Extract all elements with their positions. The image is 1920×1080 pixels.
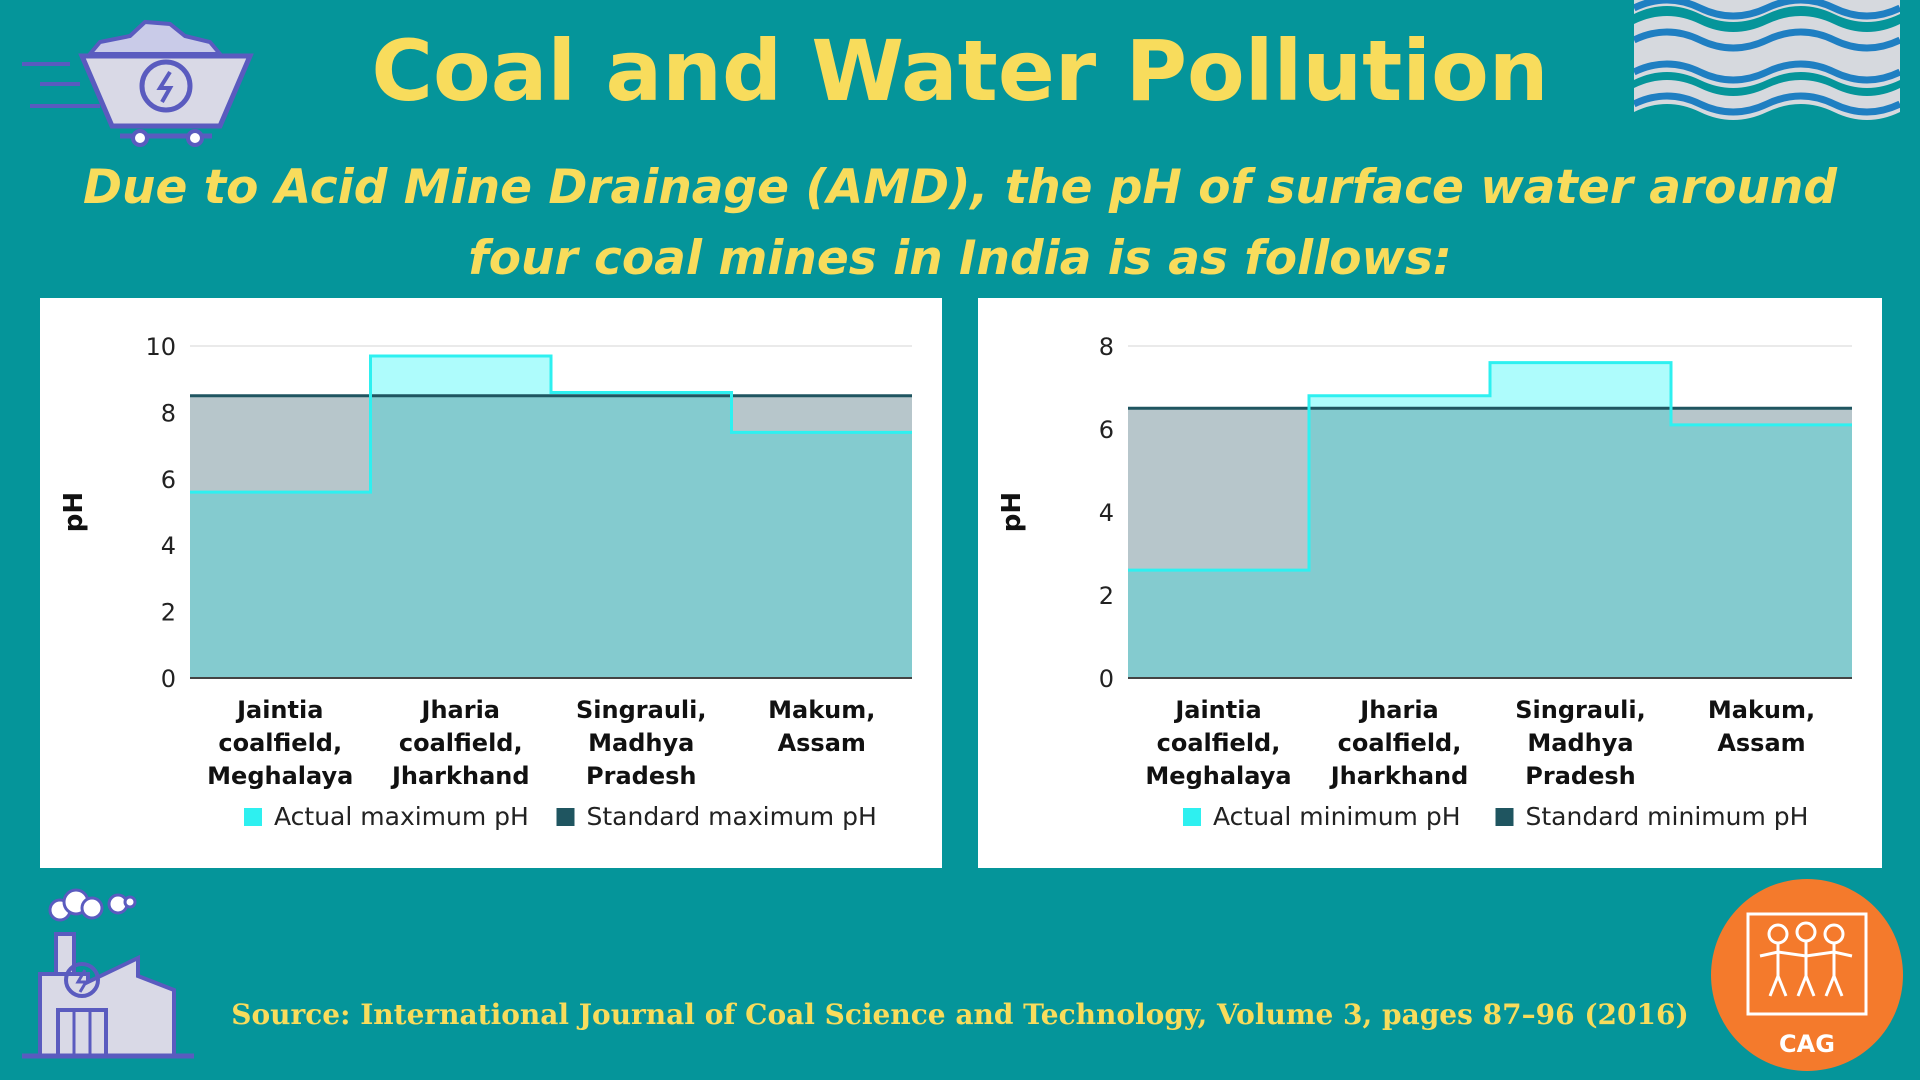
- x-category-label: Madhya: [588, 729, 694, 757]
- overlap-bar: [190, 492, 371, 678]
- subtitle-line-1: Due to Acid Mine Drainage (AMD), the pH …: [83, 160, 1837, 215]
- x-category-label: Assam: [778, 729, 866, 757]
- y-tick-label: 2: [1099, 582, 1114, 610]
- y-tick-label: 10: [145, 333, 176, 361]
- chart-panel-minimum: 0 2 4 6 8 Jaintia coalfield, Meghalaya Jharia coa…: [978, 298, 1882, 868]
- chart-panel-maximum: 0 2 4 6 8 10 Jaintia coalfield, Meghalaya Jharia c…: [40, 298, 942, 868]
- x-category-label: Jharkhand: [1329, 762, 1469, 790]
- page-subtitle: Due to Acid Mine Drainage (AMD), the pH …: [0, 152, 1920, 294]
- overlap-bar: [1128, 570, 1309, 678]
- x-category-label: Madhya: [1527, 729, 1633, 757]
- overlap-bar: [731, 432, 912, 678]
- legend-swatch-standard: [1495, 808, 1514, 826]
- x-category-label: Jharia: [420, 696, 500, 724]
- x-category-label: Assam: [1717, 729, 1805, 757]
- overlap-bar: [1671, 424, 1852, 678]
- x-category-label: coalfield,: [218, 729, 342, 757]
- y-tick-label: 0: [161, 665, 176, 693]
- x-category-label: Meghalaya: [1145, 762, 1291, 790]
- y-tick-label: 8: [1099, 333, 1114, 361]
- legend-swatch-standard: [556, 808, 575, 826]
- cag-logo: CAG: [1711, 879, 1903, 1071]
- x-category-label: coalfield,: [1338, 729, 1462, 757]
- overlap-bar: [551, 395, 732, 678]
- x-category-label: Pradesh: [1525, 762, 1635, 790]
- legend-swatch-actual: [244, 808, 262, 826]
- legend-label-standard: Standard minimum pH: [1526, 802, 1809, 831]
- x-category-label: Jaintia: [235, 696, 323, 724]
- page-title: Coal and Water Pollution: [371, 22, 1549, 120]
- power-plant-icon: [22, 888, 194, 1059]
- source-citation: Source: International Journal of Coal Sc…: [231, 998, 1689, 1031]
- water-waves-icon: [1634, 0, 1900, 136]
- cag-logo-text: CAG: [1779, 1030, 1835, 1058]
- y-tick-label: 6: [161, 466, 176, 494]
- x-category-label: Meghalaya: [207, 762, 353, 790]
- x-category-label: Makum,: [1708, 696, 1815, 724]
- x-category-label: Jharkhand: [390, 762, 530, 790]
- legend-swatch-actual: [1183, 808, 1201, 826]
- x-category-label: Jharia: [1358, 696, 1438, 724]
- legend-label-actual: Actual minimum pH: [1213, 802, 1461, 831]
- y-tick-label: 8: [161, 399, 176, 427]
- x-category-label: coalfield,: [399, 729, 523, 757]
- x-category-label: Pradesh: [586, 762, 696, 790]
- chart-maximum-ph: 0 2 4 6 8 10 Jaintia coalfield, Meghalaya Jharia c…: [59, 333, 912, 831]
- legend-label-standard: Standard maximum pH: [587, 802, 877, 831]
- overlap-bar: [1309, 408, 1490, 678]
- x-category-label: Jaintia: [1173, 696, 1261, 724]
- x-category-label: Singrauli,: [1515, 696, 1645, 724]
- y-tick-label: 4: [1099, 499, 1114, 527]
- y-tick-label: 0: [1099, 665, 1114, 693]
- actual-line: [1128, 361, 1852, 572]
- y-tick-label: 6: [1099, 416, 1114, 444]
- x-category-label: Makum,: [768, 696, 875, 724]
- chart-minimum-ph: 0 2 4 6 8 Jaintia coalfield, Meghalaya Jharia coa…: [997, 333, 1852, 831]
- overlap-bar: [1490, 408, 1671, 678]
- x-category-label: Singrauli,: [576, 696, 706, 724]
- x-category-label: coalfield,: [1157, 729, 1281, 757]
- subtitle-line-2: four coal mines in India is as follows:: [468, 231, 1452, 286]
- y-tick-label: 4: [161, 532, 176, 560]
- actual-line: [190, 354, 912, 494]
- coal-cart-icon: [22, 19, 254, 147]
- overlap-bar: [370, 395, 551, 678]
- legend-label-actual: Actual maximum pH: [274, 802, 529, 831]
- y-axis-label: pH: [59, 492, 89, 532]
- y-tick-label: 2: [161, 599, 176, 627]
- y-axis-label: pH: [997, 492, 1027, 532]
